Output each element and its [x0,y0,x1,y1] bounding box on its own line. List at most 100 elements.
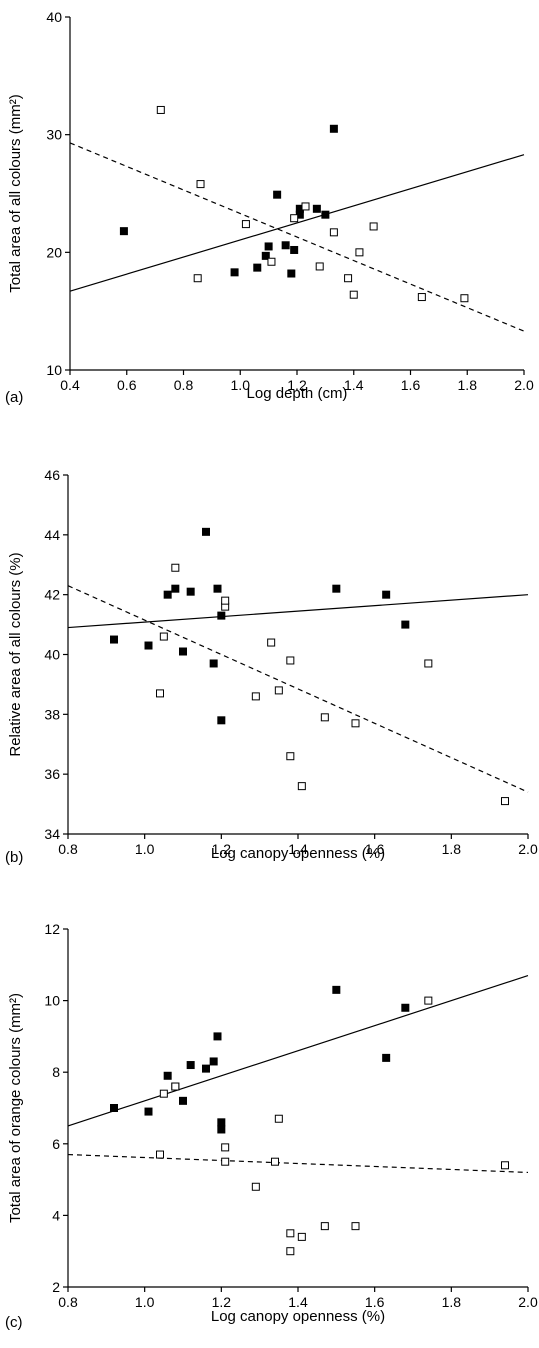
x-tick-label: 1.6 [365,841,385,857]
filled-square-point [261,251,270,260]
x-tick-label: 1.6 [365,1294,385,1310]
open-square-point [196,180,205,189]
x-tick-label: 1.2 [212,1294,232,1310]
x-tick-label: 2.0 [518,841,538,857]
open-square-point [369,222,378,231]
filled-square-point [110,635,118,644]
y-tick-label: 44 [44,527,60,543]
x-tick-label: 1.6 [401,377,421,393]
filled-square-point [273,190,282,199]
open-square-point [329,228,338,237]
y-axis-title: Total area of orange colours (mm²) [7,993,24,1223]
x-tick-label: 2.0 [514,377,534,393]
open-square-point [221,1157,230,1166]
y-tick-label: 34 [44,826,60,842]
filled-square-point [186,1061,195,1070]
open-square-point [315,262,324,271]
open-square-point [297,782,306,791]
open-square-point [286,1247,295,1256]
x-tick-label: 1.0 [135,1294,155,1310]
filled-square-point [401,1003,410,1012]
filled-square-point [382,590,391,599]
dashed-trend-line [67,585,529,793]
panel-label: (b) [5,849,23,866]
x-tick-label: 1.2 [287,377,307,393]
x-tick-label: 1.8 [442,841,462,857]
open-square-point [290,214,299,223]
open-square-point [460,294,469,303]
chart-panel-0: 10 20 30 40 0.4 0.6 0.8 1.0 1.2 1.4 1.6 1.8 2.0 Log d… [5,9,534,406]
x-tick-label: 1.4 [344,377,364,393]
y-tick-label: 38 [44,706,60,722]
open-square-point [344,274,353,283]
open-square-point [274,686,283,695]
open-square-point [271,1157,279,1166]
y-tick-label: 4 [52,1207,60,1223]
open-square-point [156,689,164,698]
filled-square-point [329,124,338,133]
open-square-point [274,1114,283,1123]
open-square-point [193,274,202,283]
chart-panel-2: 2 4 6 8 10 12 0.8 1.0 1.2 1.4 1.6 1.8 2.0 Log canopy … [5,921,538,1331]
open-square-point [159,632,168,641]
filled-square-point [217,611,226,620]
filled-square-point [264,242,273,251]
open-square-point [159,1089,168,1098]
solid-trend-line [67,594,529,629]
filled-square-point [209,1057,218,1066]
open-square-point [286,752,295,761]
y-tick-label: 8 [52,1064,60,1080]
filled-square-point [163,590,172,599]
open-square-point [267,638,276,647]
open-square-point [424,659,433,668]
filled-square-point [179,647,187,656]
open-square-point [417,293,426,302]
y-tick-label: 2 [52,1279,60,1295]
x-tick-label: 1.4 [288,1294,308,1310]
open-square-point [286,1229,295,1238]
y-tick-label: 20 [46,244,62,260]
y-tick-label: 10 [46,362,62,378]
open-square-point [251,692,260,701]
open-square-point [286,656,295,665]
y-tick-label: 6 [52,1136,60,1152]
filled-square-point [186,587,195,596]
filled-square-point [179,1096,187,1105]
y-tick-label: 40 [46,9,62,25]
chart-panel-1: 34 36 38 40 42 44 46 0.8 1.0 1.2 1.4 1.6 1.8 2.0 Log c… [5,467,538,866]
x-axis-title: Log canopy openness (%) [211,1308,385,1325]
open-square-point [241,220,250,229]
x-tick-label: 1.2 [212,841,232,857]
open-square-point [501,1161,509,1170]
y-tick-label: 40 [44,647,60,663]
filled-square-point [217,1125,226,1134]
open-square-point [267,257,276,266]
x-tick-label: 0.8 [58,841,78,857]
open-square-point [501,797,509,806]
open-square-point [156,105,165,114]
filled-square-point [332,584,341,593]
open-square-point [251,1182,260,1191]
open-square-point [349,290,358,299]
open-square-point [297,1232,306,1241]
filled-square-point [217,716,226,725]
filled-square-point [290,245,299,254]
y-tick-label: 10 [44,993,60,1009]
filled-square-point [230,268,239,277]
x-tick-label: 0.8 [58,1294,78,1310]
open-square-point [221,1143,230,1152]
y-tick-label: 12 [44,921,60,937]
filled-square-point [253,263,262,272]
filled-square-point [171,584,180,593]
y-axis-title: Total area of all colours (mm²) [7,94,24,292]
solid-trend-line [69,154,525,292]
y-axis-title: Relative area of all colours (%) [7,552,24,756]
filled-square-point [144,1107,153,1116]
filled-square-point [287,269,296,278]
open-square-point [320,713,329,722]
panel-label: (c) [5,1314,23,1331]
x-axis-title: Log canopy openness (%) [211,845,385,862]
filled-square-point [217,1118,226,1127]
x-tick-label: 0.4 [60,377,80,393]
